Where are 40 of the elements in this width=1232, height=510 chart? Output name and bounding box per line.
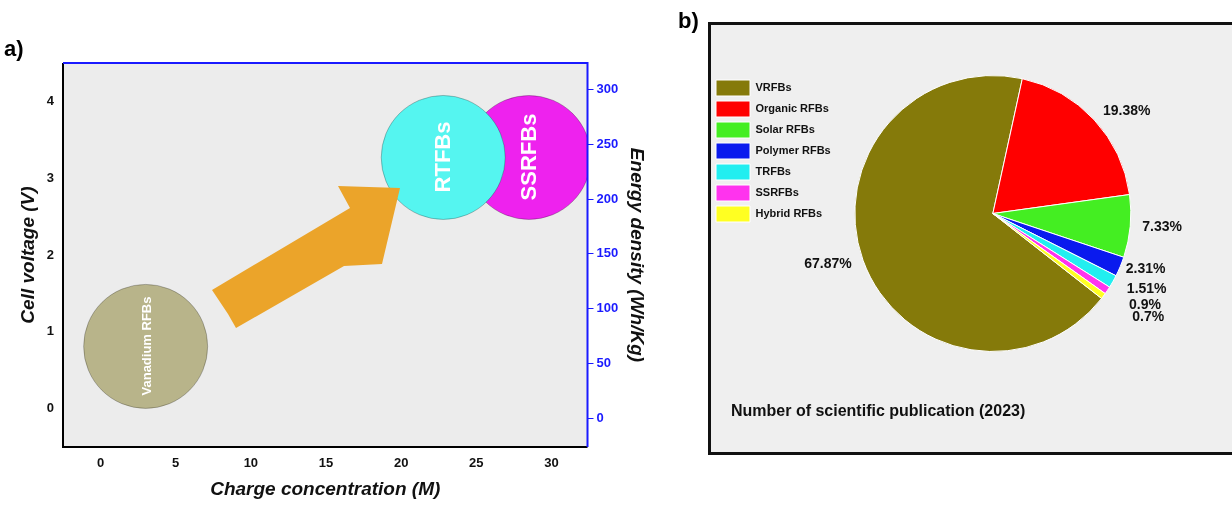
x-tick-label: 20 <box>393 455 409 471</box>
y2-tick-label: 50 <box>596 355 611 371</box>
x-axis-title: Charge concentration (M) <box>210 478 441 500</box>
y-tick-label: 1 <box>46 323 54 339</box>
y2-tick-label: 250 <box>596 135 619 151</box>
x-tick-label: 0 <box>96 455 105 471</box>
series-label: Vanadium RFBs <box>138 296 154 396</box>
series-label: SSRFBs <box>515 114 542 201</box>
legend-label: SSRFBs <box>755 186 799 199</box>
y-axis-title: Cell voltage (V) <box>16 186 38 324</box>
y2-tick-label: 100 <box>596 300 619 316</box>
y-tick-label: 4 <box>46 92 55 108</box>
legend-label: Polymer RFBs <box>755 144 831 157</box>
data-label: 1.51% <box>1126 280 1168 297</box>
text: Number of scientific publication (2023) <box>731 402 1026 420</box>
data-label: 7.33% <box>1142 218 1183 235</box>
chart-title: a) <box>4 35 24 61</box>
y2-tick-label: 200 <box>596 190 619 206</box>
legend-label: Solar RFBs <box>755 123 815 136</box>
legend-label: TRFBs <box>755 165 791 178</box>
series-label: RTFBs <box>430 122 457 193</box>
chart-title: b) <box>678 8 699 34</box>
data-label: 67.87% <box>804 255 853 272</box>
x-tick-label: 10 <box>243 455 259 471</box>
y2-tick-label: 300 <box>596 80 619 96</box>
data-label: 2.31% <box>1125 259 1166 276</box>
y-tick-label: 0 <box>46 400 54 416</box>
y-tick-label: 3 <box>46 169 54 185</box>
legend-label: VRFBs <box>755 81 792 94</box>
y2-tick-label: 0 <box>596 410 604 426</box>
x-tick-label: 15 <box>318 455 334 471</box>
data-label: 19.38% <box>1102 102 1151 119</box>
x-tick-label: 25 <box>469 455 484 471</box>
x-tick-label: 5 <box>172 455 180 471</box>
y2-tick-label: 150 <box>596 245 619 261</box>
x-tick-label: 30 <box>544 455 559 471</box>
y-tick-label: 2 <box>46 246 54 262</box>
y2-axis-title: Energy density (Wh/Kg) <box>627 147 649 363</box>
legend-label: Hybrid RFBs <box>755 207 823 220</box>
legend-label: Organic RFBs <box>755 102 829 115</box>
